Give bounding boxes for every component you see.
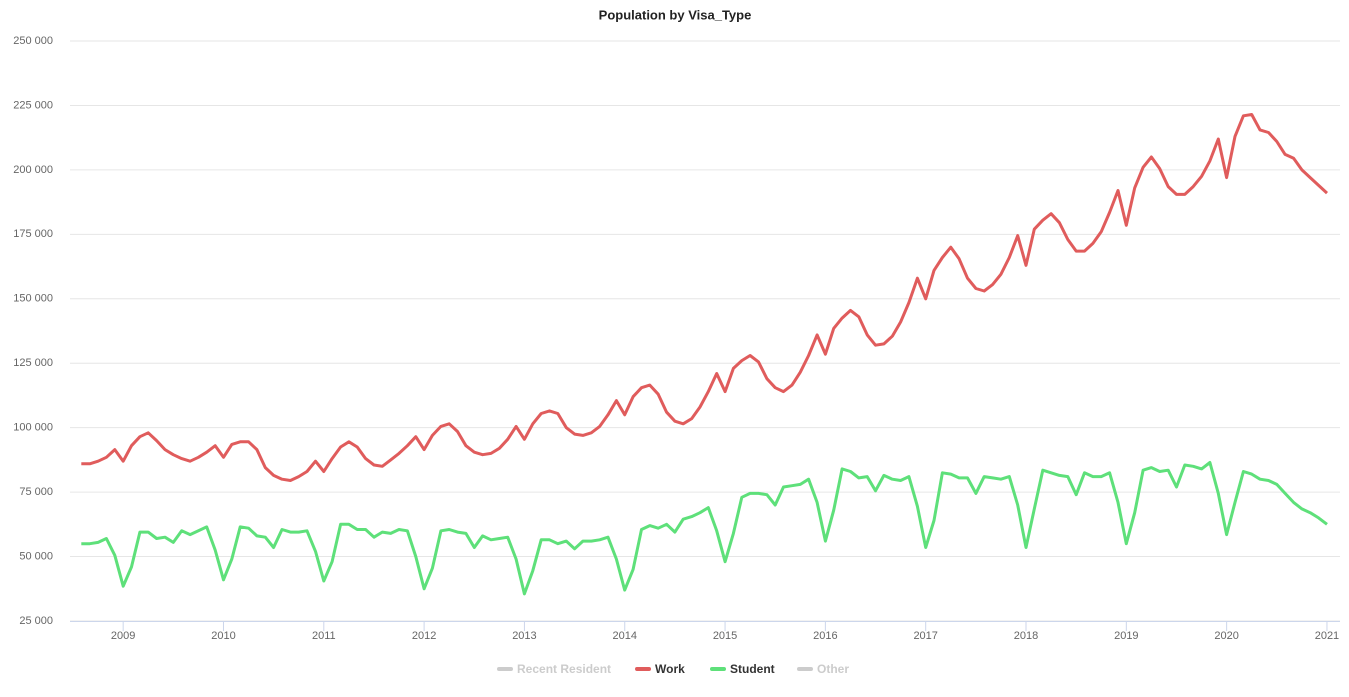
y-tick-label: 75 000: [19, 486, 53, 498]
x-tick-label: 2010: [211, 630, 235, 642]
chart-title: Population by Visa_Type: [599, 7, 752, 22]
x-tick-label: 2011: [312, 630, 336, 642]
line-series: [81, 461, 1328, 596]
y-tick-label: 100 000: [13, 422, 53, 434]
y-tick-label: 175 000: [13, 228, 53, 240]
x-tick-label: 2009: [111, 630, 135, 642]
x-tick-label: 2012: [412, 630, 436, 642]
x-tick-label: 2017: [913, 630, 937, 642]
y-tick-label: 200 000: [13, 164, 53, 176]
legend-symbol: [497, 667, 513, 671]
x-tick-label: 2021: [1315, 630, 1339, 642]
x-tick-label: 2016: [813, 630, 837, 642]
legend-label[interactable]: Work: [655, 662, 685, 676]
x-tick-label: 2013: [512, 630, 536, 642]
x-tick-label: 2015: [713, 630, 737, 642]
legend-symbol: [635, 667, 651, 671]
y-tick-label: 250 000: [13, 35, 53, 47]
x-tick-label: 2018: [1014, 630, 1038, 642]
x-tick-label: 2020: [1214, 630, 1238, 642]
legend-label[interactable]: Other: [817, 662, 849, 676]
y-tick-label: 50 000: [19, 550, 53, 562]
y-tick-label: 225 000: [13, 99, 53, 111]
legend-symbol: [797, 667, 813, 671]
legend-label[interactable]: Student: [730, 662, 775, 676]
y-tick-label: 125 000: [13, 357, 53, 369]
y-tick-label: 150 000: [13, 293, 53, 305]
legend-symbol: [710, 667, 726, 671]
legend-label[interactable]: Recent Resident: [517, 662, 611, 676]
y-tick-label: 25 000: [19, 615, 53, 627]
x-tick-label: 2014: [613, 630, 637, 642]
line-series: [81, 113, 1329, 482]
x-tick-label: 2019: [1114, 630, 1138, 642]
